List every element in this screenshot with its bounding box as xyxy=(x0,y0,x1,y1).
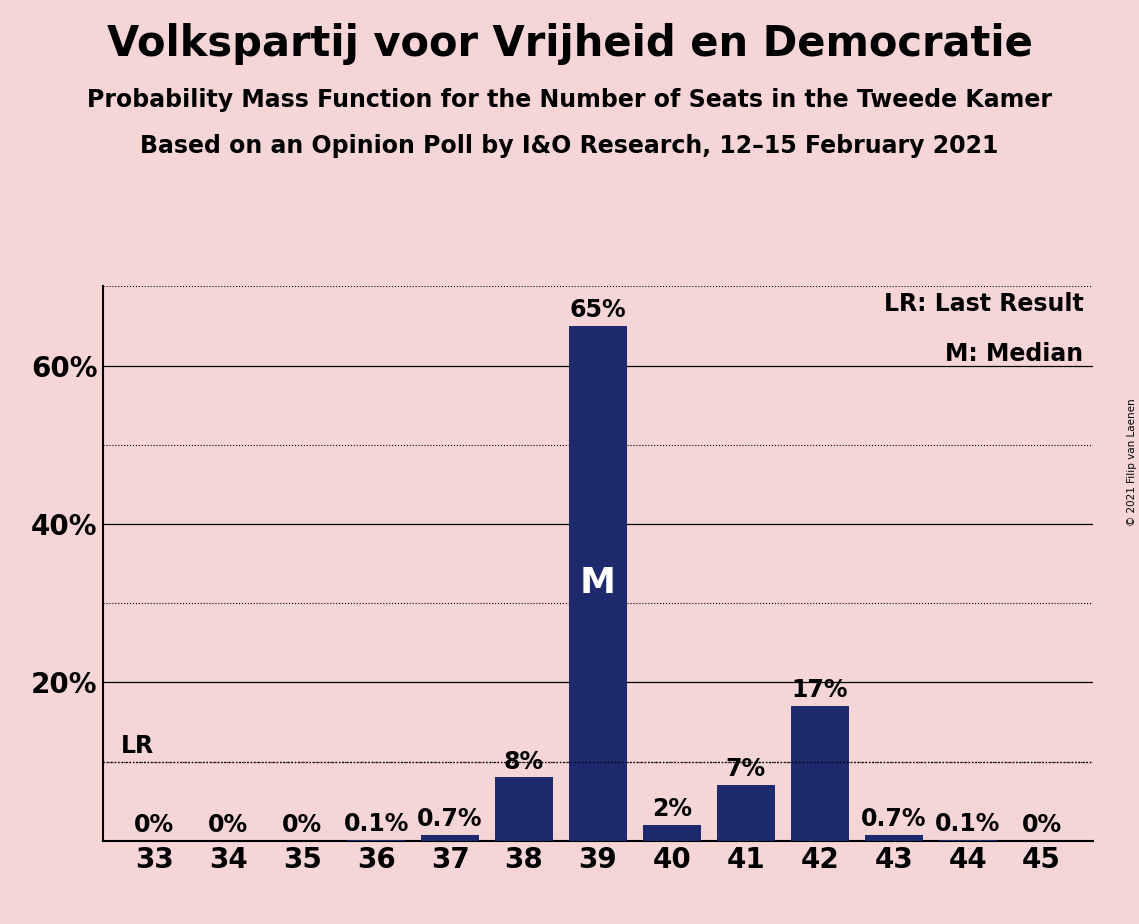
Text: Probability Mass Function for the Number of Seats in the Tweede Kamer: Probability Mass Function for the Number… xyxy=(87,88,1052,112)
Bar xyxy=(421,835,478,841)
Text: Volkspartij voor Vrijheid en Democratie: Volkspartij voor Vrijheid en Democratie xyxy=(107,23,1032,65)
Text: 0%: 0% xyxy=(282,813,322,837)
Text: 0%: 0% xyxy=(1022,813,1062,837)
Text: © 2021 Filip van Laenen: © 2021 Filip van Laenen xyxy=(1126,398,1137,526)
Text: 0.1%: 0.1% xyxy=(344,812,409,836)
Bar xyxy=(865,835,923,841)
Bar xyxy=(790,706,849,841)
Text: Based on an Opinion Poll by I&O Research, 12–15 February 2021: Based on an Opinion Poll by I&O Research… xyxy=(140,134,999,158)
Text: M: Median: M: Median xyxy=(945,342,1083,366)
Text: 0.7%: 0.7% xyxy=(417,808,483,832)
Text: 0%: 0% xyxy=(134,813,174,837)
Text: 0%: 0% xyxy=(208,813,248,837)
Text: 7%: 7% xyxy=(726,758,765,782)
Bar xyxy=(495,777,552,841)
Text: 8%: 8% xyxy=(503,749,544,773)
Bar xyxy=(718,785,775,841)
Text: 0.7%: 0.7% xyxy=(861,808,926,832)
Text: 0.1%: 0.1% xyxy=(935,812,1000,836)
Text: LR: LR xyxy=(121,734,154,758)
Bar xyxy=(644,825,700,841)
Text: 2%: 2% xyxy=(652,797,691,821)
Text: M: M xyxy=(580,566,616,601)
Text: 17%: 17% xyxy=(792,678,849,702)
Text: LR: Last Result: LR: Last Result xyxy=(884,292,1083,316)
Bar xyxy=(570,326,626,841)
Text: 65%: 65% xyxy=(570,298,626,322)
